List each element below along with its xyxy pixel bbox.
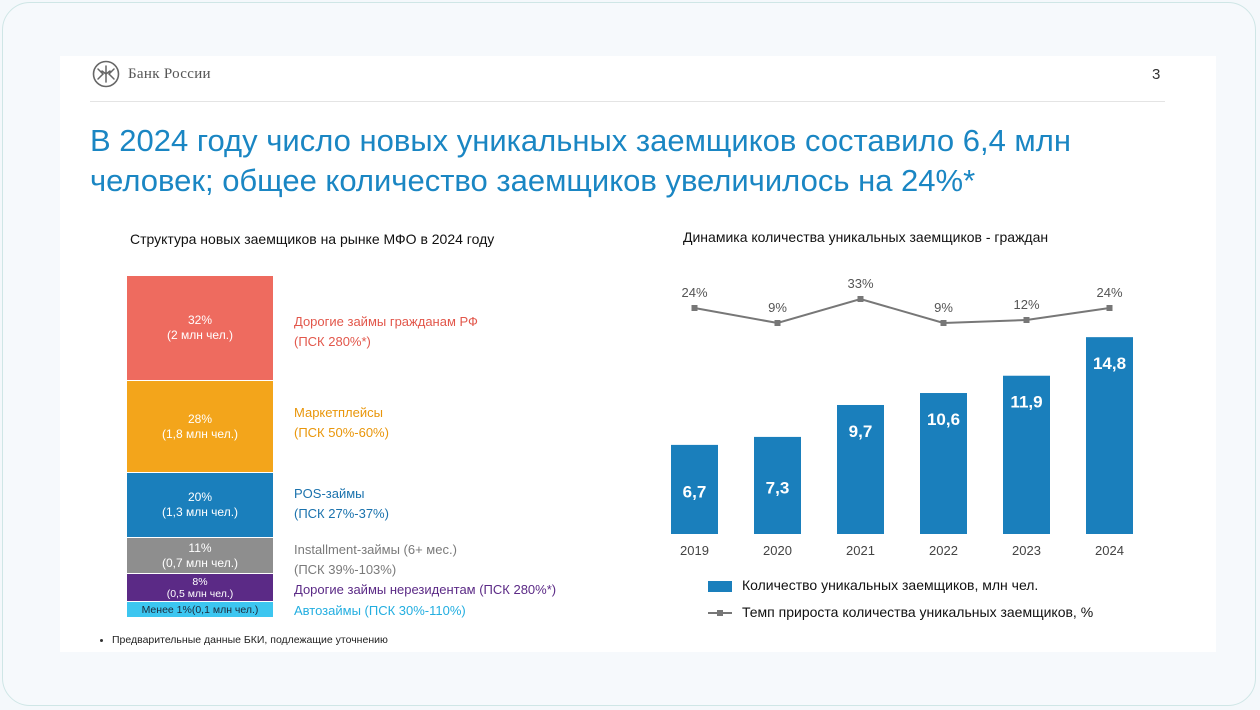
footnote: Предварительные данные БКИ, подлежащие у… xyxy=(100,634,388,646)
growth-rate-label: 9% xyxy=(768,300,787,315)
growth-rate-point xyxy=(857,296,864,302)
bar-2021 xyxy=(837,404,884,534)
segment-percent: 11% xyxy=(188,540,212,555)
bank-emblem-icon xyxy=(92,60,120,88)
bar-value-label: 7,3 xyxy=(766,478,790,497)
segment-label-name: Дорогие займы нерезидентам (ПСК 280%*) xyxy=(294,582,557,597)
structure-segment-pos: 20% (1,3 млн чел.) xyxy=(127,473,273,537)
segment-label-name: Installment-займы (6+ мес.) xyxy=(294,542,457,557)
bar-value-label: 9,7 xyxy=(849,422,873,441)
legend-line-label: Темп прироста количества уникальных заем… xyxy=(742,604,1094,620)
footnote-text: Предварительные данные БКИ, подлежащие у… xyxy=(112,634,388,646)
growth-rate-label: 12% xyxy=(1013,297,1039,312)
bar-2024 xyxy=(1086,337,1133,534)
legend-bar-swatch xyxy=(708,581,732,592)
bar-value-label: 14,8 xyxy=(1093,354,1126,373)
growth-rate-point xyxy=(691,305,698,311)
segment-label-name: Дорогие займы гражданам РФ xyxy=(294,314,478,329)
segment-label-nonresidents: Дорогие займы нерезидентам (ПСК 280%*) xyxy=(294,580,556,600)
segment-percent: 32% xyxy=(187,313,213,327)
structure-segment-marketplaces: 28% (1,8 млн чел.) xyxy=(127,381,273,472)
footnote-bullet xyxy=(100,638,103,642)
segment-label-autoloans: Автозаймы (ПСК 30%-110%) xyxy=(294,601,466,621)
segment-label-rate: (ПСК 27%-37%) xyxy=(294,506,389,521)
segment-count: (0,7 млн чел.) xyxy=(161,555,239,570)
x-tick-label: 2022 xyxy=(929,543,958,558)
segment-label-name: Маркетплейсы xyxy=(294,405,383,420)
x-tick-label: 2020 xyxy=(763,543,792,558)
x-tick-label: 2019 xyxy=(680,543,709,558)
left-chart-subtitle: Структура новых заемщиков на рынке МФО в… xyxy=(130,231,495,247)
segment-label-name: Автозаймы (ПСК 30%-110%) xyxy=(294,603,466,618)
bar-2020 xyxy=(754,436,801,534)
structure-segment-autoloans: Менее 1%(0,1 млн чел.) xyxy=(127,602,273,617)
growth-rate-line xyxy=(694,297,1110,325)
segment-count: (0,5 млн чел.) xyxy=(166,587,234,600)
segment-percent: 20% xyxy=(187,490,213,504)
right-chart-subtitle: Динамика количества уникальных заемщиков… xyxy=(683,229,1049,245)
x-tick-label: 2024 xyxy=(1095,543,1124,558)
segment-percent: Менее 1%(0,1 млн чел.) xyxy=(141,603,259,616)
header-divider xyxy=(90,101,1165,102)
growth-rate-point xyxy=(940,320,947,326)
growth-rate-point xyxy=(774,320,781,326)
structure-segment-installment: 11% (0,7 млн чел.) xyxy=(127,538,273,573)
bar-2023 xyxy=(1003,375,1050,534)
slide-title: В 2024 году число новых уникальных заемщ… xyxy=(90,121,1190,201)
segment-label-expensive-residents: Дорогие займы гражданам РФ (ПСК 280%*) xyxy=(294,312,478,352)
structure-segment-nonresidents: 8% (0,5 млн чел.) xyxy=(127,574,273,601)
growth-rate-point xyxy=(1023,317,1030,323)
segment-label-rate: (ПСК 39%-103%) xyxy=(294,562,397,577)
x-tick-label: 2023 xyxy=(1012,543,1041,558)
segment-percent: 8% xyxy=(192,575,208,588)
bar-2022 xyxy=(920,393,967,534)
structure-segment-expensive-residents: 32% (2 млн чел.) xyxy=(127,276,273,380)
slide-title-line-2: человек; общее количество заемщиков увел… xyxy=(90,163,976,198)
bar-2019 xyxy=(671,444,718,534)
bank-logo: Банк России xyxy=(92,60,292,90)
segment-count: (1,3 млн чел.) xyxy=(161,505,239,519)
segment-count: (2 млн чел.) xyxy=(166,328,234,342)
segment-label-rate: (ПСК 50%-60%) xyxy=(294,425,389,440)
bar-value-label: 10,6 xyxy=(927,410,960,429)
legend-bar-label: Количество уникальных заемщиков, млн чел… xyxy=(742,577,1039,593)
borrowers-dynamics-chart: 6,7 2019 7,3 2020 9,7 2021 10,6 2022 11,9 2023 14,… xyxy=(671,276,1133,558)
segment-label-name: POS-займы xyxy=(294,486,365,501)
growth-rate-label: 9% xyxy=(934,300,953,315)
segment-count: (1,8 млн чел.) xyxy=(161,426,239,441)
growth-rate-label: 24% xyxy=(681,285,707,300)
segment-label-installment: Installment-займы (6+ мес.) (ПСК 39%-103… xyxy=(294,540,457,580)
x-tick-label: 2021 xyxy=(846,543,875,558)
growth-rate-label: 33% xyxy=(847,276,873,291)
segment-label-pos: POS-займы (ПСК 27%-37%) xyxy=(294,484,389,524)
slide-title-line-1: В 2024 году число новых уникальных заемщ… xyxy=(90,123,1071,158)
segment-label-rate: (ПСК 280%*) xyxy=(294,334,371,349)
growth-rate-label: 24% xyxy=(1096,285,1122,300)
legend-line-swatch xyxy=(708,610,732,616)
logo-text: Банк России xyxy=(128,66,211,82)
bar-value-label: 11,9 xyxy=(1010,393,1042,412)
segment-percent: 28% xyxy=(187,411,213,426)
bar-value-label: 6,7 xyxy=(683,482,707,501)
page-number: 3 xyxy=(1152,66,1161,83)
growth-rate-point xyxy=(1106,305,1113,311)
segment-label-marketplaces: Маркетплейсы (ПСК 50%-60%) xyxy=(294,403,389,443)
